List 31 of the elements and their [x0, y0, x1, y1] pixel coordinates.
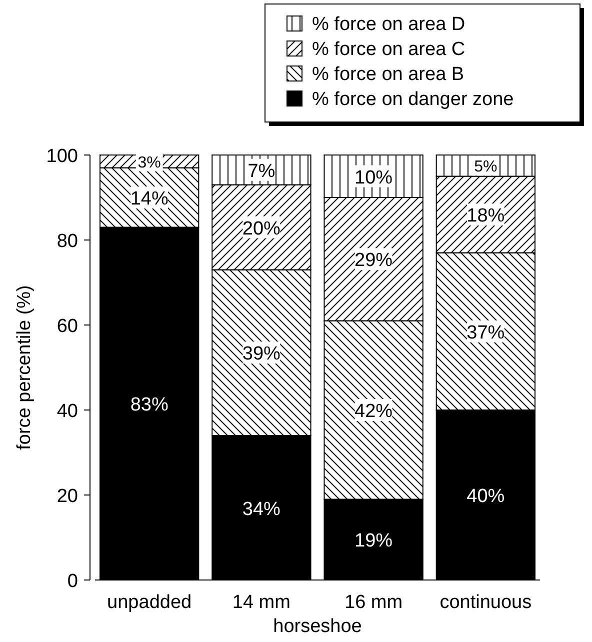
data-label: 20% [242, 218, 281, 240]
y-tick-label: 100 [46, 146, 78, 167]
x-tick-label: 14 mm [232, 592, 290, 613]
data-label: 5% [474, 158, 498, 176]
data-label: 7% [248, 160, 276, 182]
data-label: 40% [466, 486, 505, 507]
x-tick-label: continuous [440, 592, 532, 613]
y-tick-label: 40 [56, 401, 78, 422]
y-tick-label: 20 [56, 486, 78, 507]
y-tick-label: 60 [56, 316, 78, 337]
x-tick-label: 16 mm [344, 592, 403, 613]
data-label: 42% [354, 401, 393, 422]
data-label: 83% [130, 394, 168, 416]
data-label: 37% [466, 322, 505, 344]
data-label: 18% [466, 206, 505, 226]
data-label: 3% [138, 154, 161, 172]
x-tick-label: unpadded [107, 592, 192, 613]
data-label: 10% [354, 167, 393, 188]
y-axis-title: force percentile (%) [14, 285, 35, 450]
y-tick-label: 80 [56, 231, 78, 252]
y-tick-label: 0 [67, 571, 78, 592]
data-label: 19% [354, 530, 393, 552]
x-axis-title: horseshoe [273, 616, 362, 637]
data-label: 34% [242, 498, 281, 520]
data-label: 39% [242, 344, 281, 365]
legend-label: % force on area D [312, 14, 466, 35]
legend-label: % force on area B [312, 64, 464, 85]
data-label: 14% [130, 188, 168, 210]
data-label: 29% [354, 250, 393, 272]
legend-label: % force on area C [312, 39, 466, 60]
legend-label: % force on danger zone [312, 89, 514, 110]
